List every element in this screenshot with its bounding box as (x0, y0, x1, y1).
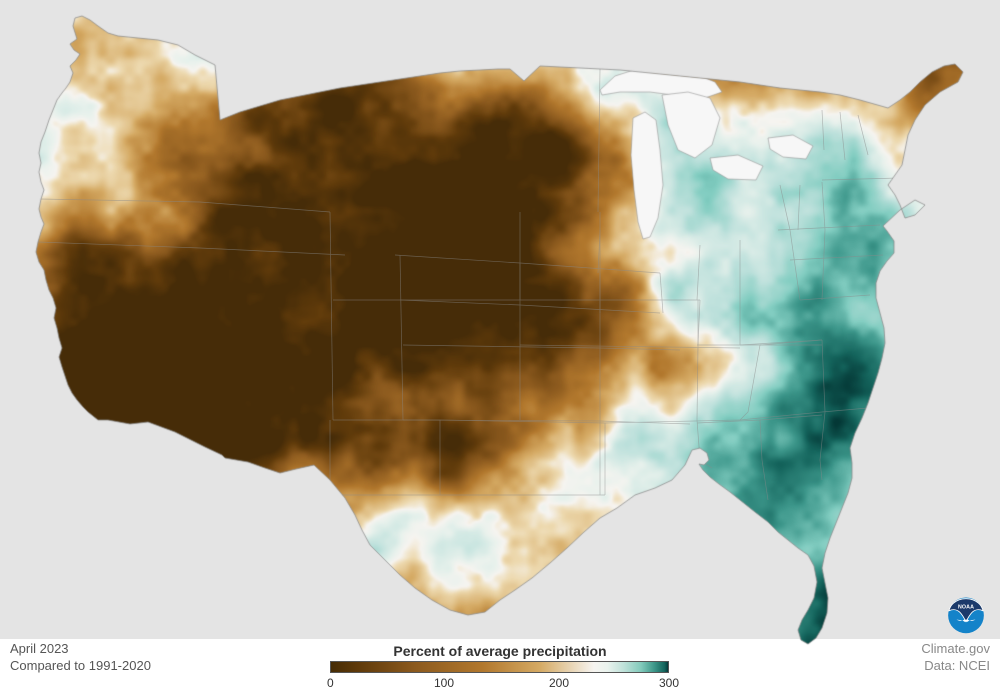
svg-text:NOAA: NOAA (958, 605, 974, 611)
